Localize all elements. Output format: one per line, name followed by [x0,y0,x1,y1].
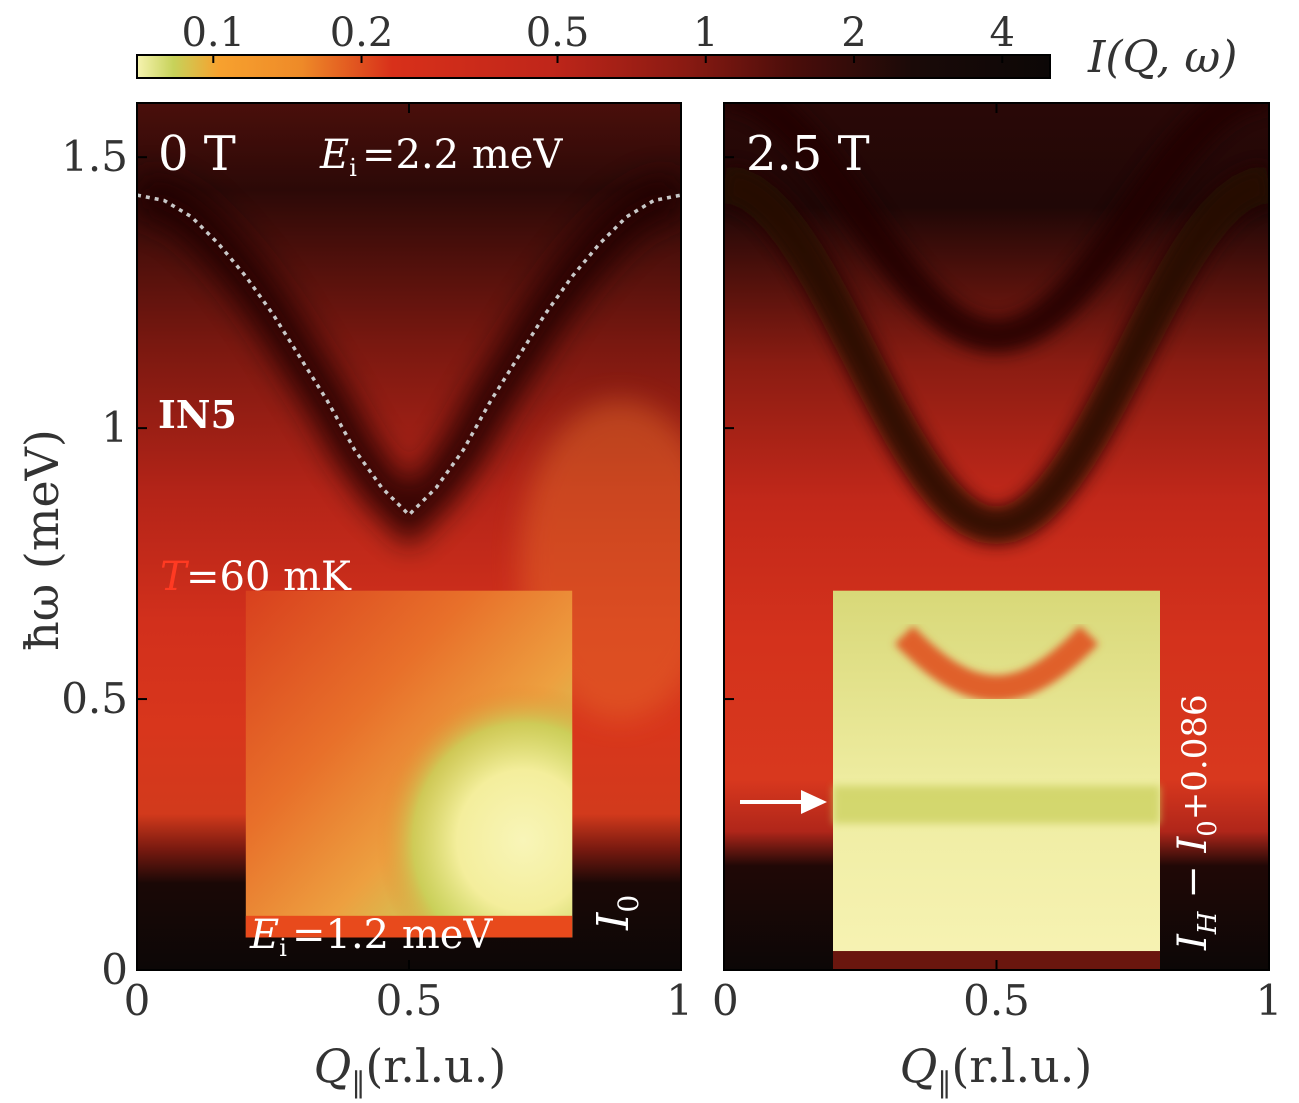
panel-0T-inset-hot [245,590,573,938]
x-label-right-symbol: Q [900,1039,938,1093]
panel-0T-temperature: T =60 mK [160,554,352,600]
svg-text:IH − I0+0.086: IH − I0+0.086 [1170,694,1223,951]
svg-text:ħω (meV): ħω (meV) [15,429,69,651]
panel-0T-inset-symbol: I [588,911,639,931]
panel-2.5T-inset [833,590,1160,970]
panel-0T-Ei-value: =2.2 meV [362,132,563,178]
arrow-head [801,790,827,815]
x-label-right-sub: ‖ [937,1066,951,1099]
colorbar-tick-label: 0.2 [330,10,394,56]
panel-0T-Ei2-value: =1.2 meV [292,912,493,958]
panel-2.5T-inset-sub-H: H [1193,910,1223,935]
panel-0T-T-value: =60 mK [186,554,352,600]
panel-0T-incident-energy-inset: Ei =1.2 meV [249,912,493,962]
x-tick-label: 1 [666,976,693,1025]
panel-0T-annotations: 0 T Ei =2.2 meV IN5 T =60 mK Ei =1.2 meV… [158,126,645,962]
x-label-right-units: (r.l.u.) [951,1039,1092,1093]
panel-2.5T-inset-sub-0: 0 [1193,820,1223,837]
colorbar-tick-label: 0.1 [181,10,245,56]
colorbar-tick-label: 4 [990,10,1015,56]
panel-0T-dispersion-curve [137,193,681,518]
panel-2.5T-inset-band [833,785,1160,824]
panel-2.5T-lower-mode [724,165,1269,545]
svg-text:Q‖(r.l.u.): Q‖(r.l.u.) [314,1039,507,1099]
x-label-left-symbol: Q [314,1039,352,1093]
panel-2.5T-annotations: 2.5 T IH − I0+0.086 [740,126,1223,951]
panel-2.5T-inset-arc [894,625,1099,702]
axes: 0 0.5 1 0 0.5 100.511.5 [61,103,1282,1025]
y-tick-label: 1.5 [61,132,128,181]
x-tick-label: 0.5 [376,976,443,1025]
panel-2.5T-inset-symbol-0: I [1170,836,1216,854]
panel-2.5T-upper-mode [724,103,1269,354]
panel-0T-label: 0 T [158,126,236,182]
panel-0T-inset-lowband [245,915,573,938]
x-tick-label: 0.5 [963,976,1030,1025]
x-label-left-sub: ‖ [351,1066,365,1099]
x-label-left-units: (r.l.u.) [365,1039,506,1093]
x-tick-label: 0 [712,976,739,1025]
panel-2.5T-label: 2.5 T [746,126,870,182]
panel-2.5T-inset-minus: − [1170,853,1216,912]
x-axis-label-left: Q‖(r.l.u.) [314,1039,507,1099]
panel-0T [137,103,681,970]
x-axis-label-right: Q‖(r.l.u.) [900,1039,1093,1099]
y-axis-label: ħω (meV) [15,429,69,651]
panel-0T-instrument: IN5 [158,392,237,437]
panel-0T-inset [245,590,573,938]
panel-2.5T [724,103,1269,970]
colorbar-tick-label: 0.5 [526,10,590,56]
colorbar-tick-label: 2 [841,10,866,56]
colorbar-ticks: 0.1 0.2 0.5 1 2 4 [181,10,1015,63]
colorbar-bar [136,54,1051,79]
panel-2.5T-inset-symbol-H: I [1170,933,1216,951]
x-tick-label: 1 [1256,976,1283,1025]
panel-0T-T-symbol: T [160,554,190,600]
x-tick-label: 0 [124,976,151,1025]
panel-2.5T-inset-map [833,590,1160,970]
svg-text:I0: I0 [588,895,645,931]
panel-2.5T-inset-label: IH − I0+0.086 [1170,694,1223,951]
colorbar-tick-label: 1 [693,10,718,56]
panel-2.5T-arrow [740,790,827,815]
y-tick-label: 1 [101,403,128,452]
panel-0T-incident-energy-main: Ei =2.2 meV [319,132,563,182]
svg-text:Q‖(r.l.u.): Q‖(r.l.u.) [900,1039,1093,1099]
y-tick-label: 0.5 [61,674,128,723]
panel-2.5T-inset-offset: +0.086 [1175,694,1215,820]
panel-0T-inset-label: I0 [588,895,645,931]
panel-0T-inset-sub: 0 [612,895,645,913]
y-tick-label: 0 [101,945,128,994]
colorbar: 0.1 0.2 0.5 1 2 4 I(Q, ω) [136,10,1237,83]
colorbar-label: I(Q, ω) [1087,32,1237,83]
